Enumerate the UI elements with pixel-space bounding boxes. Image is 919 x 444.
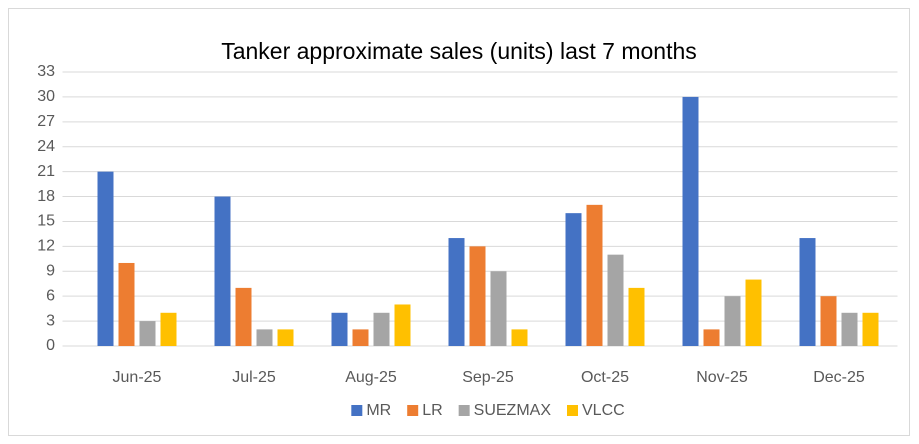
- chart-title: Tanker approximate sales (units) last 7 …: [221, 38, 697, 64]
- y-tick-label: 24: [37, 138, 55, 155]
- y-tick-label: 30: [37, 88, 55, 105]
- bar: [331, 312, 348, 346]
- legend-label: VLCC: [582, 402, 625, 419]
- bar: [469, 246, 486, 346]
- bar: [394, 304, 411, 346]
- legend-label: LR: [422, 402, 442, 419]
- bar: [724, 296, 741, 346]
- bar: [277, 329, 294, 346]
- bar: [511, 329, 528, 346]
- bar: [97, 171, 114, 346]
- legend-swatch: [567, 405, 578, 416]
- y-tick-label: 9: [46, 262, 55, 279]
- x-tick-label: Nov-25: [696, 369, 748, 386]
- legend-swatch: [351, 405, 363, 416]
- y-tick-label: 27: [37, 113, 55, 130]
- bar: [214, 196, 231, 346]
- y-tick-label: 18: [37, 188, 55, 205]
- y-tick-label: 0: [46, 337, 55, 354]
- legend-label: MR: [366, 402, 391, 419]
- x-tick-label: Oct-25: [581, 369, 629, 386]
- chart-border: [8, 8, 910, 436]
- bar: [373, 312, 390, 346]
- bar: [607, 254, 624, 346]
- bar: [352, 329, 369, 346]
- bar: [586, 204, 603, 346]
- bar: [490, 271, 507, 346]
- bar: [745, 279, 762, 346]
- bar: [628, 287, 645, 346]
- bar: [841, 312, 858, 346]
- bar: [862, 312, 879, 346]
- bar: [118, 262, 135, 346]
- y-tick-label: 3: [46, 312, 55, 329]
- bar: [703, 329, 720, 346]
- y-tick-label: 15: [37, 213, 55, 230]
- x-tick-label: Jun-25: [113, 369, 162, 386]
- y-tick-label: 6: [46, 287, 55, 304]
- bar: [799, 238, 816, 346]
- bar: [448, 238, 465, 346]
- y-tick-label: 12: [37, 238, 55, 255]
- bar: [139, 321, 156, 346]
- y-tick-label: 33: [37, 63, 55, 80]
- x-tick-label: Aug-25: [345, 369, 397, 386]
- bar: [256, 329, 273, 346]
- legend-swatch: [458, 405, 470, 416]
- x-tick-label: Sep-25: [462, 369, 514, 386]
- bar: [682, 96, 699, 346]
- bar: [565, 213, 582, 346]
- legend-label: SUEZMAX: [474, 402, 552, 419]
- legend-swatch: [407, 405, 419, 416]
- bar: [160, 312, 177, 346]
- bar: [235, 287, 252, 346]
- y-tick-label: 21: [37, 163, 55, 180]
- bar: [820, 296, 837, 346]
- x-tick-label: Jul-25: [232, 369, 276, 386]
- x-tick-label: Dec-25: [813, 369, 865, 386]
